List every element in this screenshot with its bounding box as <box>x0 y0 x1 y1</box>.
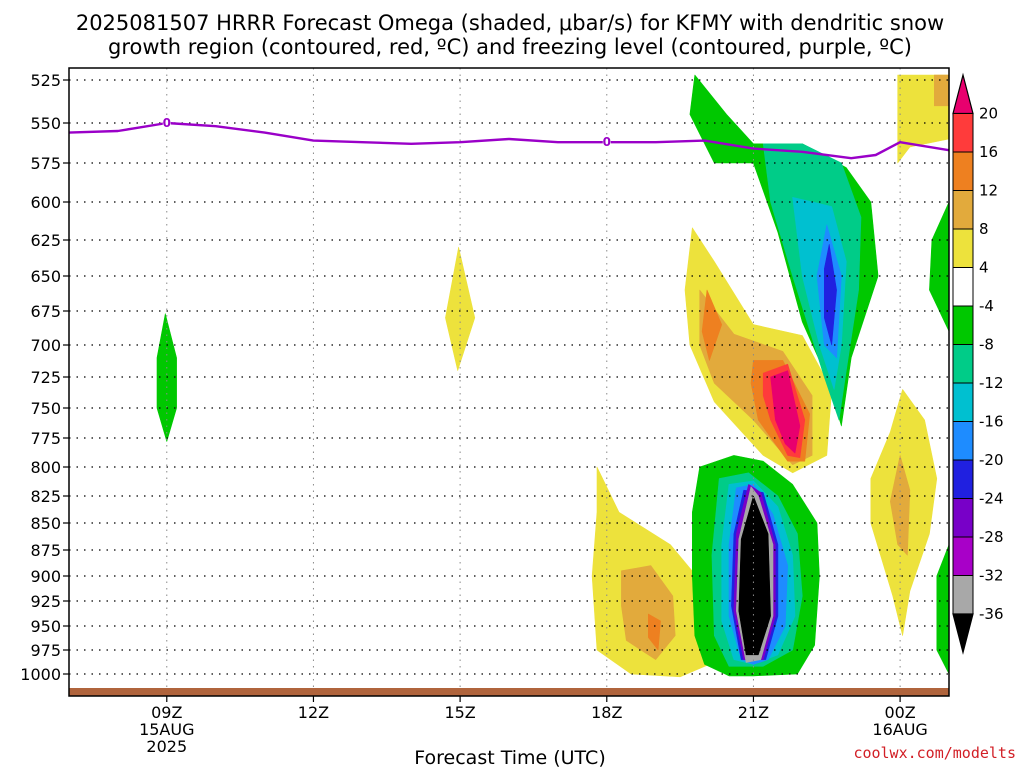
colorbar-swatch <box>952 498 974 538</box>
colorbar-label: -20 <box>979 451 1004 469</box>
freezing-label-bg <box>602 136 611 149</box>
colorbar-label: 16 <box>979 143 998 161</box>
colorbar-swatch <box>952 151 974 191</box>
y-tick-label: 575 <box>30 154 61 173</box>
colorbar-swatch <box>952 190 974 230</box>
colorbar-label: -28 <box>979 528 1004 546</box>
y-tick-label: 900 <box>30 567 61 586</box>
y-tick-label: 800 <box>30 458 61 477</box>
y-tick-label: 775 <box>30 429 61 448</box>
x-tick-label: 16AUG <box>872 720 927 739</box>
colorbar: 20 16 12 8 4 -4 -8 -12 -16 -20 -24 -28 -32 -36 <box>952 72 1004 655</box>
colorbar-swatch <box>952 382 974 422</box>
y-tick-label: 850 <box>30 514 61 533</box>
colorbar-bottom-arrow <box>952 613 974 655</box>
freezing-level: 00 <box>69 116 949 160</box>
pressure-axis: 525 550 575 600 625 650 675 700 725 750 775 800 825 8… <box>20 71 69 684</box>
x-tick-label: 00Z <box>884 703 915 722</box>
freezing-level-contour-label: 0 <box>163 116 171 130</box>
x-tick-label: 12Z <box>298 703 329 722</box>
y-tick-label: 925 <box>30 592 61 611</box>
y-tick-label: 875 <box>30 541 61 560</box>
colorbar-label: -24 <box>979 490 1004 508</box>
x-tick-label: 18Z <box>591 703 622 722</box>
x-tick-label: 15AUG <box>139 720 194 739</box>
omega-region-15 <box>823 244 837 346</box>
omega-region-7 <box>701 289 723 361</box>
freezing-label-bg <box>162 117 171 129</box>
omega-region-24 <box>929 201 949 332</box>
y-tick-label: 750 <box>30 399 61 418</box>
y-tick-label: 650 <box>30 267 61 286</box>
y-tick-label: 700 <box>30 336 61 355</box>
colorbar-swatch <box>952 228 974 268</box>
colorbar-swatch <box>952 536 974 576</box>
grid-lines <box>69 68 949 696</box>
omega-region-10 <box>770 370 801 454</box>
colorbar-swatch <box>952 459 974 499</box>
omega-region-23 <box>738 495 771 656</box>
colorbar-swatch <box>952 113 974 153</box>
colorbar-label: -16 <box>979 413 1004 431</box>
colorbar-label: -12 <box>979 374 1004 392</box>
freezing-level-line <box>69 121 949 160</box>
colorbar-swatch <box>952 575 974 615</box>
y-tick-label: 525 <box>30 71 61 90</box>
y-tick-label: 675 <box>30 302 61 321</box>
colorbar-swatch <box>952 421 974 461</box>
source-credit: coolwx.com/modelts <box>853 744 1016 762</box>
colorbar-label: 4 <box>979 259 989 277</box>
chart-title-line2: growth region (contoured, red, ºC) and f… <box>108 35 912 59</box>
colorbar-label: 20 <box>979 105 998 123</box>
y-tick-label: 825 <box>30 487 61 506</box>
omega-shading <box>156 74 949 678</box>
y-tick-label: 600 <box>30 193 61 212</box>
colorbar-label: -8 <box>979 336 994 354</box>
terrain-bar <box>69 688 949 696</box>
omega-region-4 <box>647 613 661 651</box>
colorbar-label: -4 <box>979 297 994 315</box>
omega-region-25 <box>936 544 949 675</box>
colorbar-label: -32 <box>979 567 1004 585</box>
omega-region-27 <box>933 74 949 107</box>
colorbar-swatch <box>952 344 974 384</box>
y-tick-label: 725 <box>30 368 61 387</box>
x-tick-label: 21Z <box>738 703 769 722</box>
y-tick-label: 625 <box>30 231 61 250</box>
omega-region-3 <box>621 565 676 660</box>
colorbar-label: -36 <box>979 605 1004 623</box>
freezing-level-contour-label: 0 <box>603 135 611 149</box>
y-tick-label: 950 <box>30 617 61 636</box>
x-tick-label: 2025 <box>146 737 187 756</box>
colorbar-swatch <box>952 267 974 307</box>
x-tick-label: 09Z <box>151 703 182 722</box>
colorbar-label: 8 <box>979 220 989 238</box>
chart-title-line1: 2025081507 HRRR Forecast Omega (shaded, … <box>76 11 944 35</box>
y-tick-label: 550 <box>30 114 61 133</box>
y-tick-label: 975 <box>30 641 61 660</box>
colorbar-label: 12 <box>979 182 998 200</box>
colorbar-swatch <box>952 305 974 345</box>
x-axis-label: Forecast Time (UTC) <box>414 747 605 768</box>
plot-frame <box>68 67 950 697</box>
x-tick-label: 15Z <box>444 703 475 722</box>
y-tick-label: 1000 <box>20 665 61 684</box>
